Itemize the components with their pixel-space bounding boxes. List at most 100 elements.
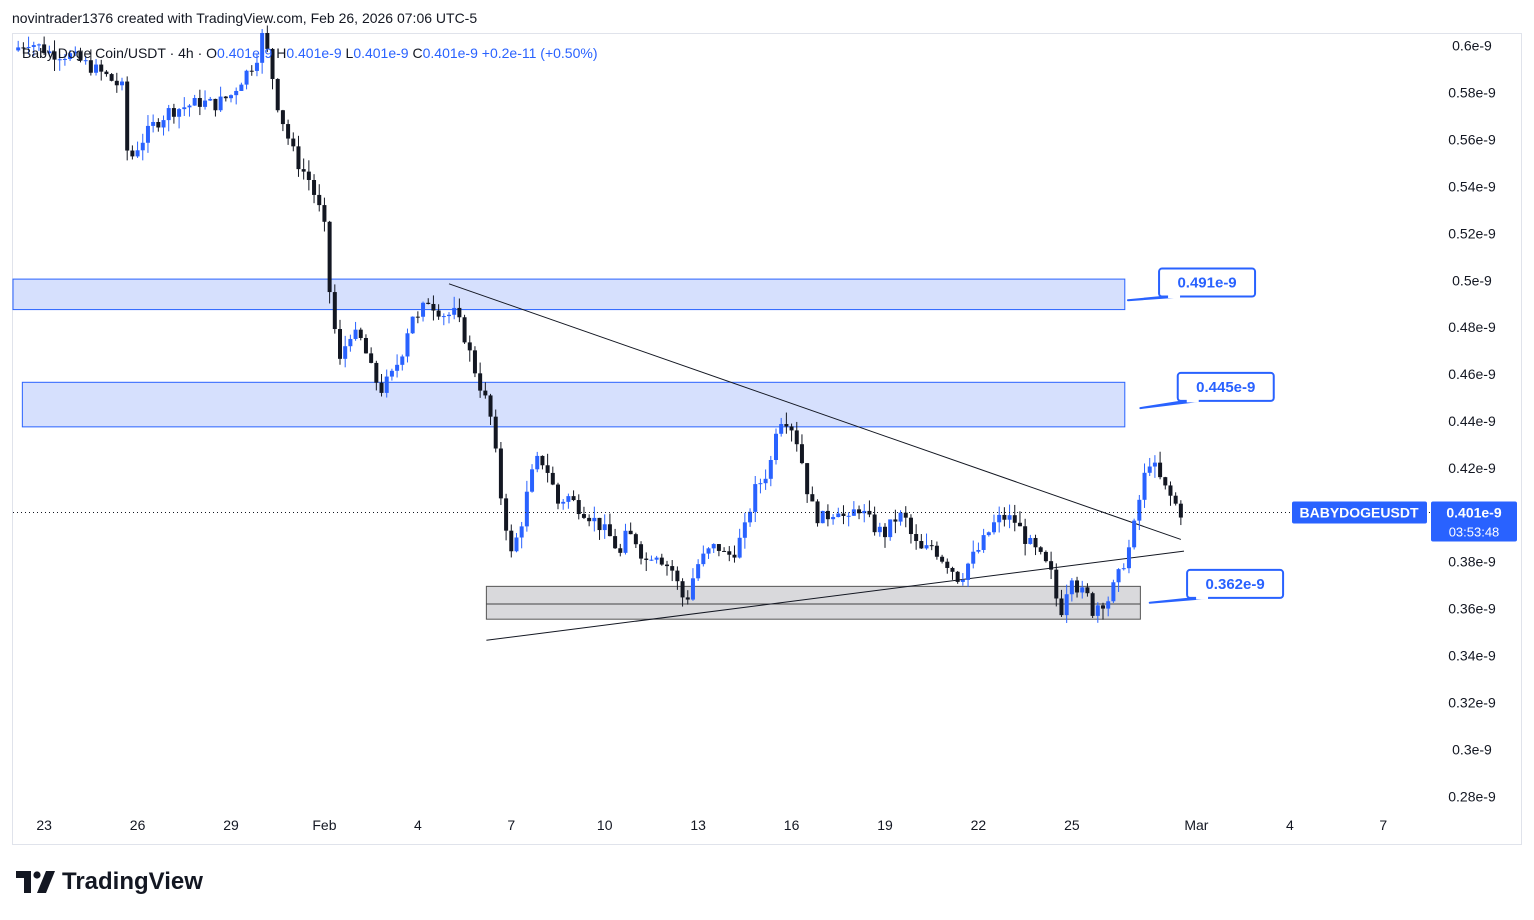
- candle-body-219: [1152, 462, 1157, 467]
- candle-body-96: [514, 537, 519, 552]
- candle-body-147: [779, 424, 784, 434]
- price-tick-8: 0.44e-9: [1448, 413, 1496, 429]
- time-tick-10: 22: [971, 817, 987, 833]
- price-tick-9: 0.42e-9: [1448, 460, 1496, 476]
- candle-body-130: [690, 578, 695, 600]
- candle-body-15: [94, 64, 99, 73]
- price-tick-10: 0.38e-9: [1448, 554, 1496, 570]
- time-tick-7: 13: [690, 817, 706, 833]
- candle-body-132: [701, 553, 706, 565]
- time-tick-0: 23: [36, 817, 52, 833]
- chart-credit: novintrader1376 created with TradingView…: [12, 10, 478, 26]
- candle-body-19: [114, 80, 119, 86]
- callout-box-0: [1158, 267, 1257, 298]
- candle-body-58: [317, 194, 322, 206]
- candle-body-201: [1059, 598, 1064, 616]
- tradingview-brand[interactable]: TradingView: [16, 868, 203, 896]
- callout-box-2: [1186, 568, 1285, 599]
- time-tick-4: 4: [414, 817, 422, 833]
- candle-body-34: [192, 98, 197, 106]
- candle-body-16: [99, 64, 104, 72]
- price-tick-2: 0.56e-9: [1448, 132, 1496, 148]
- candle-body-156: [825, 510, 830, 520]
- candle-body-107: [571, 496, 576, 501]
- candle-body-2: [26, 46, 31, 48]
- candle-body-39: [218, 96, 223, 111]
- candle-body-121: [644, 558, 649, 560]
- current-price-layer: BABYDOGEUSDT 0.401e-9 03:53:48: [13, 501, 1517, 542]
- candle-body-208: [1095, 605, 1100, 616]
- candle-body-73: [395, 364, 400, 371]
- legend-open: 0.401e-9: [217, 45, 273, 61]
- candle-body-180: [950, 567, 955, 572]
- candle-body-109: [581, 514, 586, 518]
- candle-body-66: [358, 329, 363, 338]
- candle-body-68: [369, 353, 374, 363]
- candle-body-46: [254, 62, 259, 71]
- trendline-1: [486, 550, 1185, 641]
- candle-body-83: [447, 314, 451, 317]
- candle-body-10: [68, 53, 73, 59]
- candle-body-191: [1007, 515, 1012, 520]
- price-tick-5: 0.5e-9: [1452, 272, 1492, 288]
- candle-body-6: [47, 51, 52, 54]
- candle-body-204: [1075, 580, 1080, 593]
- chart-frame[interactable]: [12, 33, 1522, 845]
- candle-body-40: [223, 96, 228, 99]
- price-tick-0: 0.6e-9: [1452, 38, 1492, 54]
- candle-body-105: [561, 501, 566, 504]
- time-tick-14: 7: [1379, 817, 1387, 833]
- candle-body-82: [441, 316, 446, 318]
- legend-high-label: H: [276, 45, 287, 61]
- candle-body-138: [732, 554, 737, 558]
- ohlc-legend: Baby Doge Coin/USDT · 4h · O0.401e-9 H0.…: [22, 45, 598, 61]
- candle-body-142: [753, 484, 758, 512]
- symbol-label-bg: [1292, 501, 1427, 524]
- candle-body-64: [348, 338, 353, 347]
- legend-symbol: Baby Doge Coin/USDT · 4h ·: [22, 45, 207, 61]
- candle-body-214: [1126, 547, 1131, 569]
- candle-body-194: [1023, 526, 1028, 544]
- time-tick-13: 4: [1286, 817, 1294, 833]
- candle-body-217: [1142, 472, 1147, 500]
- candle-body-115: [613, 536, 618, 549]
- candle-body-112: [597, 517, 602, 531]
- candle-body-189: [997, 514, 1002, 523]
- candle-body-168: [888, 519, 893, 538]
- candle-body-28: [161, 120, 166, 128]
- candle-body-183: [966, 563, 971, 580]
- candle-body-1: [21, 47, 26, 49]
- candle-body-153: [810, 494, 815, 502]
- tradingview-logo-icon: [16, 871, 55, 893]
- candle-body-62: [338, 329, 342, 359]
- callout-pointer-1: [1139, 399, 1200, 410]
- candle-body-5: [42, 44, 47, 54]
- legend-close: 0.401e-9: [422, 45, 478, 61]
- candle-body-90: [483, 390, 488, 396]
- candle-body-160: [846, 515, 851, 517]
- callouts-layer: 0.491e-9 0.445e-9 0.362e-9: [1126, 267, 1285, 604]
- time-tick-12: Mar: [1184, 817, 1208, 833]
- callout-label-1: 0.445e-9: [1196, 379, 1255, 396]
- legend-high: 0.401e-9: [286, 45, 342, 61]
- candle-body-99: [530, 469, 535, 492]
- candle-body-61: [332, 292, 337, 330]
- candle-body-81: [436, 310, 441, 317]
- candle-body-26: [151, 121, 156, 126]
- candle-body-205: [1080, 587, 1085, 593]
- price-tick-1: 0.58e-9: [1448, 85, 1496, 101]
- candle-body-221: [1163, 477, 1168, 486]
- candle-body-43: [239, 84, 244, 91]
- candle-body-91: [488, 395, 493, 417]
- time-tick-8: 16: [784, 817, 800, 833]
- candle-body-212: [1116, 569, 1121, 583]
- candle-body-195: [1028, 537, 1033, 544]
- zone-rect-2: [485, 585, 1141, 620]
- candle-body-42: [234, 90, 239, 96]
- candle-body-108: [576, 500, 581, 515]
- candle-body-140: [742, 522, 747, 538]
- candle-body-60: [327, 221, 332, 293]
- candle-body-76: [410, 316, 415, 334]
- candle-body-69: [374, 362, 379, 383]
